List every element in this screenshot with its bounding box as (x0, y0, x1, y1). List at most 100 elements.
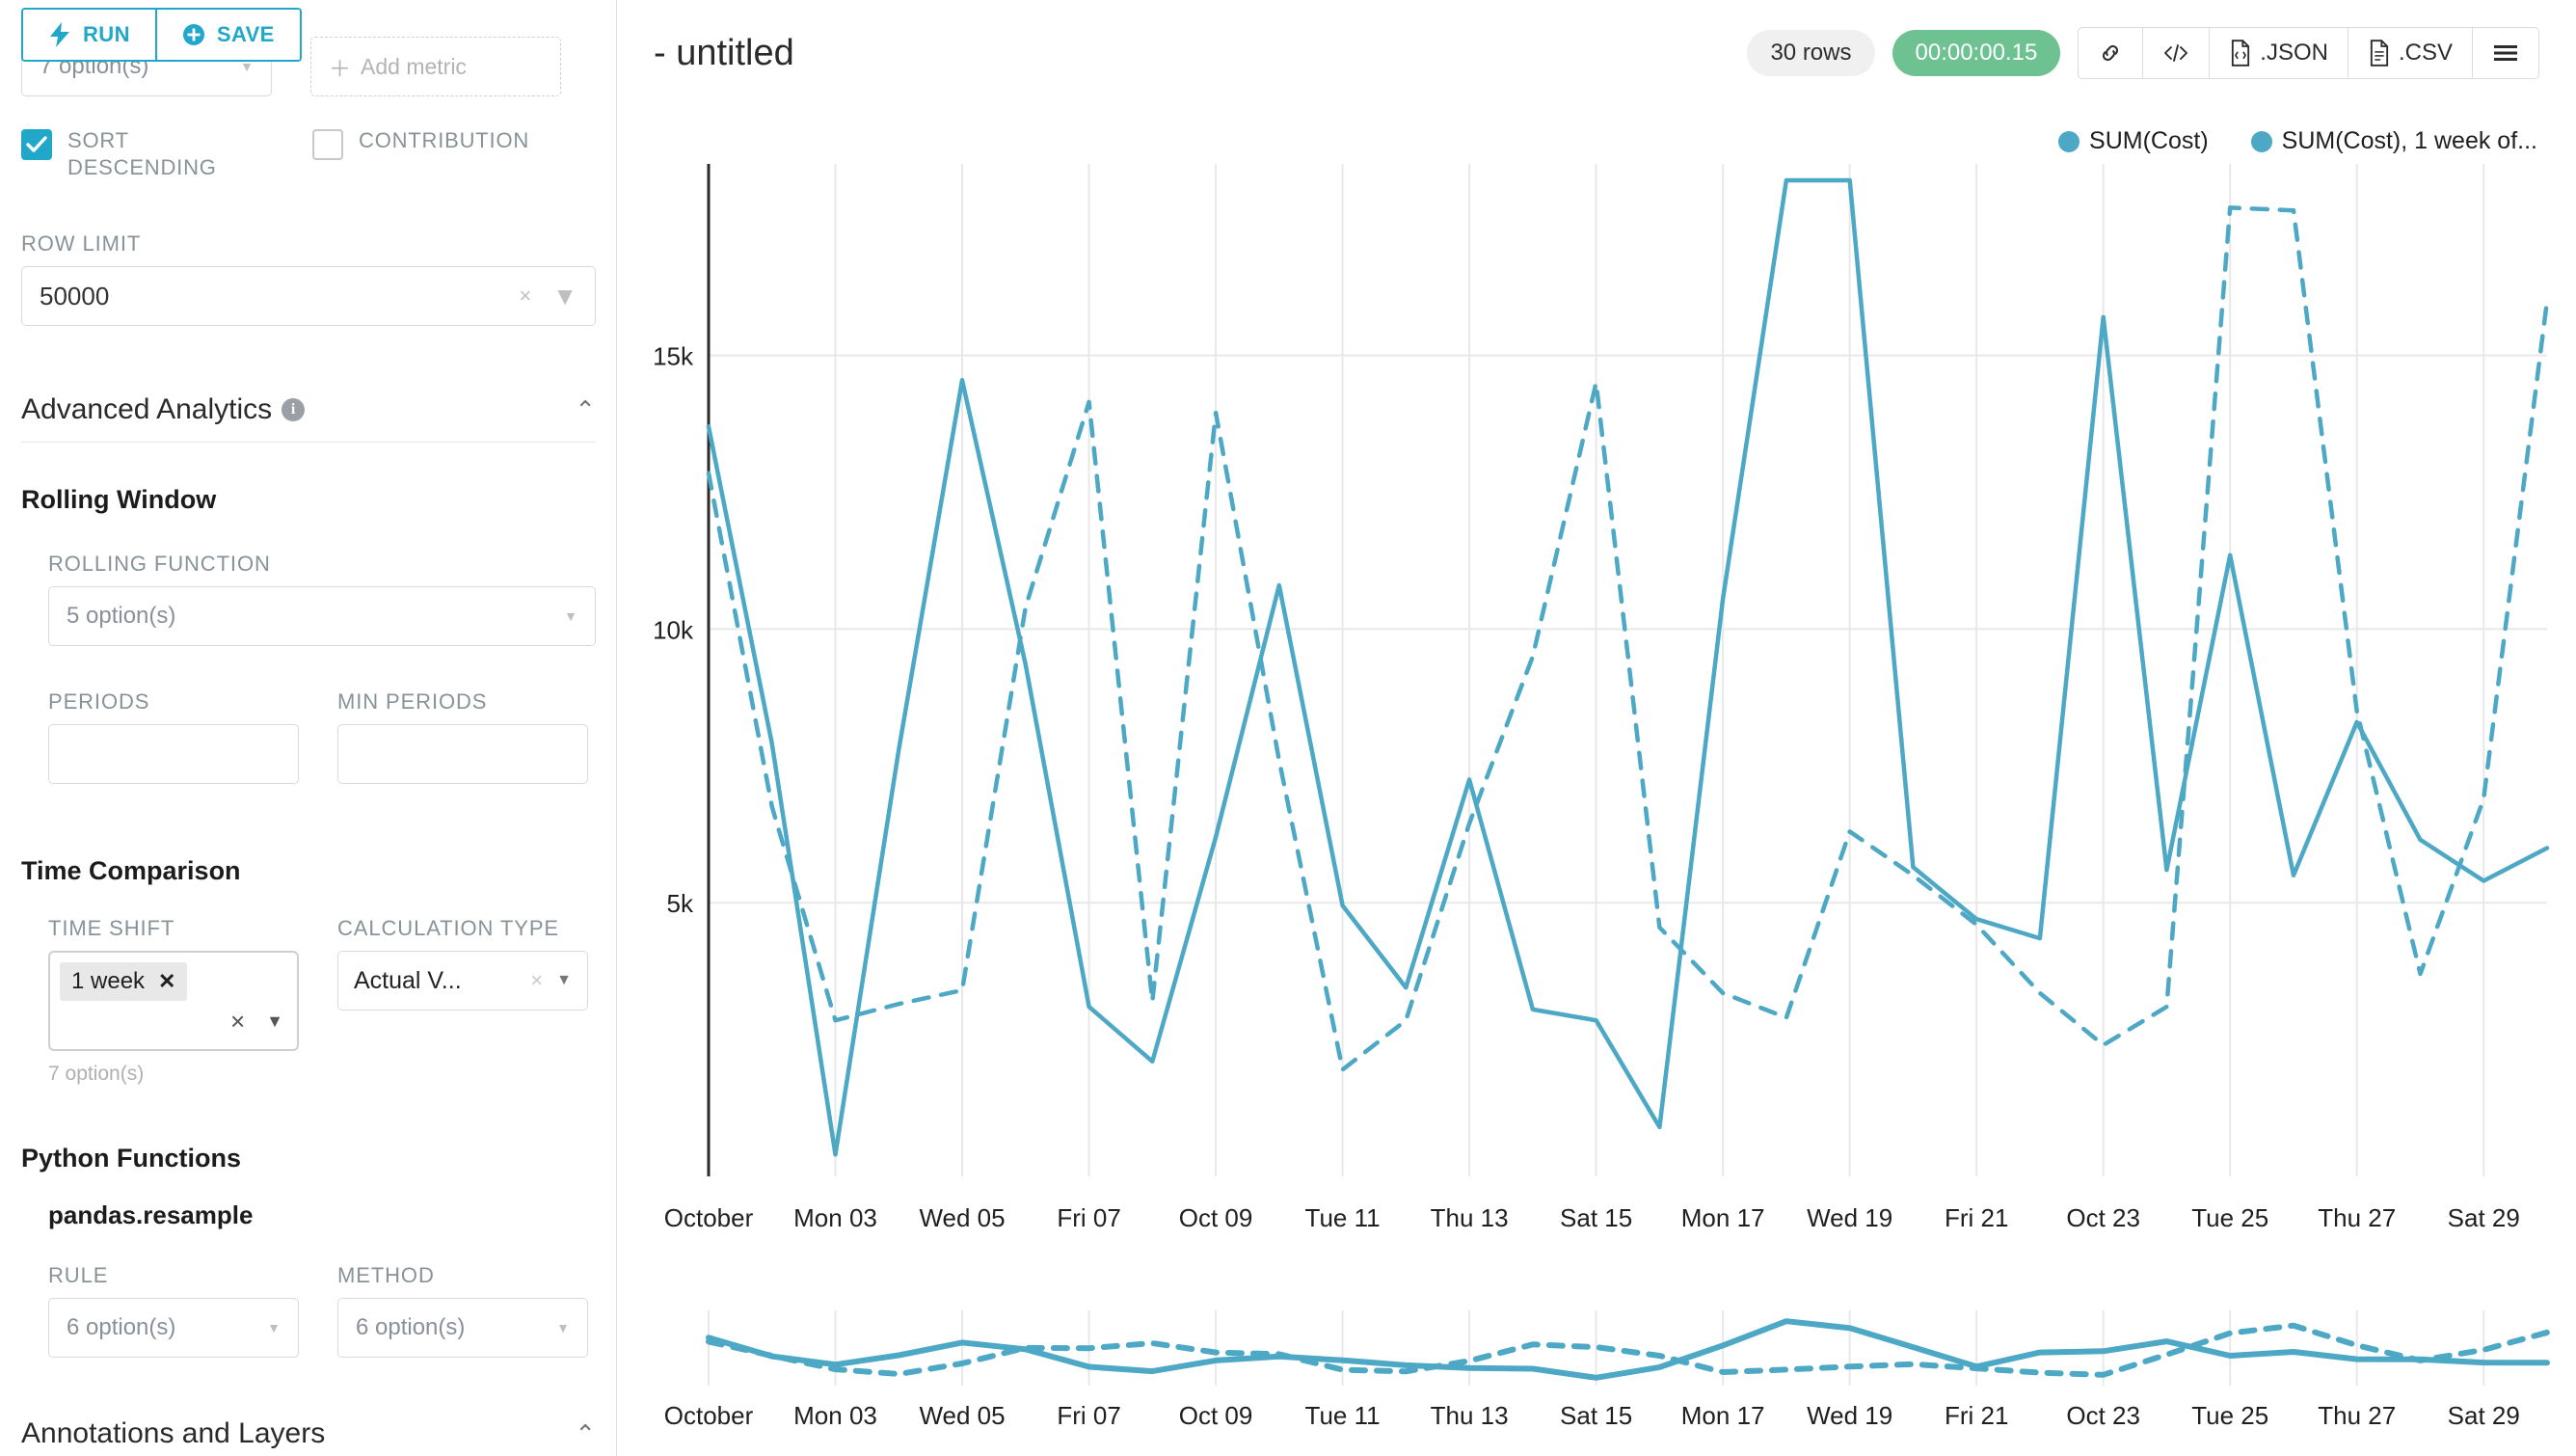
download-json-button[interactable]: .JSON (2210, 28, 2348, 78)
legend-color-dot (2058, 130, 2080, 152)
svg-text:Fri 21: Fri 21 (1945, 1401, 2008, 1430)
legend-item-0[interactable]: SUM(Cost) (2058, 127, 2209, 155)
svg-text:Wed 05: Wed 05 (919, 1203, 1005, 1232)
save-button-label: SAVE (216, 22, 275, 46)
svg-text:Fri 07: Fri 07 (1057, 1401, 1120, 1430)
svg-text:Wed 19: Wed 19 (1807, 1401, 1892, 1430)
chevron-down-icon[interactable]: ▼ (266, 1011, 283, 1031)
annotations-title: Annotations and Layers (21, 1417, 326, 1449)
legend-color-dot (2250, 130, 2272, 152)
calculation-type-control: CALCULATION TYPE Actual V... × ▼ (337, 916, 588, 1086)
brush-preview-chart[interactable]: October Mon 03 Wed 05 Fri 07 Oct 09 Tue 11 Thu… (617, 1307, 2576, 1442)
json-file-icon (2229, 40, 2252, 67)
method-control: METHOD 6 option(s) ▼ (337, 1263, 588, 1358)
run-button[interactable]: RUN (23, 10, 155, 60)
python-function-name: pandas.resample (48, 1200, 254, 1229)
min-periods-label: MIN PERIODS (337, 689, 488, 714)
rolling-window-title: Rolling Window (21, 485, 217, 514)
clear-icon[interactable]: × (229, 1007, 246, 1036)
rows-badge: 30 rows (1747, 30, 1875, 76)
svg-text:Mon 17: Mon 17 (1681, 1401, 1765, 1430)
save-button[interactable]: SAVE (154, 10, 300, 60)
code-icon (2162, 41, 2189, 65)
method-label: METHOD (337, 1263, 435, 1287)
plus-circle-icon (182, 23, 205, 46)
legend-item-1[interactable]: SUM(Cost), 1 week of... (2250, 127, 2537, 155)
rule-control: RULE 6 option(s) ▼ (48, 1263, 299, 1358)
chevron-down-icon[interactable]: ▼ (552, 281, 577, 310)
time-shift-hint: 7 option(s) (48, 1063, 145, 1085)
run-save-toolbar: RUN SAVE (21, 8, 302, 62)
row-limit-input[interactable]: 50000 × ▼ (21, 266, 596, 326)
svg-text:Oct 23: Oct 23 (2066, 1203, 2140, 1232)
time-shift-select[interactable]: 1 week ✕ × ▼ (48, 951, 299, 1051)
advanced-analytics-section-header[interactable]: Advanced Analytics i ⌃ (21, 393, 596, 443)
view-query-button[interactable] (2143, 28, 2211, 78)
remove-tag-icon[interactable]: ✕ (158, 969, 176, 993)
clear-icon[interactable]: × (530, 968, 544, 992)
main-plot[interactable]: 5k 10k 15k October Mon 03 Wed 05 Fri 07 Oct 09 T… (617, 145, 2576, 1282)
svg-text:Thu 27: Thu 27 (2318, 1401, 2396, 1430)
sort-descending-checkbox[interactable]: SORT DESCENDING (21, 127, 262, 180)
chevron-down-icon: ▼ (556, 1320, 570, 1335)
download-csv-button[interactable]: .CSV (2348, 28, 2473, 78)
info-icon[interactable]: i (282, 398, 306, 421)
svg-text:Thu 13: Thu 13 (1431, 1203, 1509, 1232)
rule-value: 6 option(s) (67, 1314, 176, 1340)
method-value: 6 option(s) (356, 1314, 466, 1340)
time-shift-label: TIME SHIFT (48, 916, 175, 940)
svg-text:Wed 05: Wed 05 (919, 1401, 1005, 1430)
annotations-section-header[interactable]: Annotations and Layers ⌃ (21, 1417, 596, 1456)
calculation-type-label: CALCULATION TYPE (337, 916, 559, 940)
periods-control: PERIODS (48, 689, 299, 784)
svg-text:Mon 03: Mon 03 (793, 1203, 877, 1232)
svg-text:October: October (664, 1203, 754, 1232)
brush-plot-svg[interactable]: October Mon 03 Wed 05 Fri 07 Oct 09 Tue 11 Thu… (617, 1307, 2576, 1442)
svg-text:Thu 13: Thu 13 (1431, 1401, 1509, 1430)
svg-text:Sat 29: Sat 29 (2448, 1401, 2520, 1430)
svg-text:Tue 11: Tue 11 (1305, 1203, 1381, 1232)
svg-text:Tue 25: Tue 25 (2191, 1401, 2268, 1430)
csv-file-icon (2368, 40, 2391, 67)
chart-header: - untitled 30 rows 00:00:00.15 (617, 0, 2576, 106)
rolling-function-label: ROLLING FUNCTION (48, 552, 271, 576)
main-plot-svg[interactable]: 5k 10k 15k October Mon 03 Wed 05 Fri 07 Oct 09 T… (617, 145, 2576, 1282)
time-shift-tag[interactable]: 1 week ✕ (60, 962, 188, 1001)
periods-label: PERIODS (48, 689, 150, 714)
sort-descending-label: SORT DESCENDING (67, 128, 217, 179)
download-csv-label: .CSV (2398, 40, 2453, 66)
method-select[interactable]: 6 option(s) ▼ (337, 1298, 588, 1358)
periods-row: PERIODS MIN PERIODS (48, 689, 588, 784)
page-title: - untitled (654, 32, 794, 73)
chevron-up-icon[interactable]: ⌃ (575, 395, 596, 424)
time-shift-tag-label: 1 week (71, 968, 146, 994)
svg-text:Oct 23: Oct 23 (2066, 1401, 2140, 1430)
clear-icon[interactable]: × (519, 283, 532, 308)
min-periods-input[interactable] (337, 724, 588, 784)
add-metric-button[interactable]: ＋ Add metric (310, 37, 561, 96)
svg-text:Thu 27: Thu 27 (2318, 1203, 2396, 1232)
svg-text:October: October (664, 1401, 754, 1430)
svg-text:Wed 19: Wed 19 (1807, 1203, 1892, 1232)
contribution-checkbox[interactable]: CONTRIBUTION (312, 127, 529, 180)
rule-select[interactable]: 6 option(s) ▼ (48, 1298, 299, 1358)
more-menu-button[interactable] (2473, 28, 2538, 78)
share-link-button[interactable] (2079, 28, 2144, 78)
periods-input[interactable] (48, 724, 299, 784)
checkbox-row: SORT DESCENDING CONTRIBUTION (21, 127, 596, 180)
chevron-up-icon[interactable]: ⌃ (575, 1419, 596, 1448)
svg-text:Fri 07: Fri 07 (1057, 1203, 1120, 1232)
row-limit-label: ROW LIMIT (21, 231, 142, 256)
hamburger-icon (2492, 42, 2519, 64)
rolling-function-control: ROLLING FUNCTION 5 option(s) ▼ (48, 552, 596, 646)
calculation-type-select[interactable]: Actual V... × ▼ (337, 951, 588, 1011)
svg-text:Mon 03: Mon 03 (793, 1401, 877, 1430)
svg-text:Sat 29: Sat 29 (2448, 1203, 2520, 1232)
svg-text:Tue 11: Tue 11 (1305, 1401, 1381, 1430)
calculation-type-value: Actual V... (354, 966, 462, 994)
chevron-down-icon[interactable]: ▼ (556, 972, 572, 988)
chart-action-button-group: .JSON .CSV (2078, 27, 2539, 79)
rolling-function-select[interactable]: 5 option(s) ▼ (48, 586, 596, 646)
plus-icon: ＋ (329, 56, 351, 81)
svg-text:Sat 15: Sat 15 (1560, 1401, 1632, 1430)
